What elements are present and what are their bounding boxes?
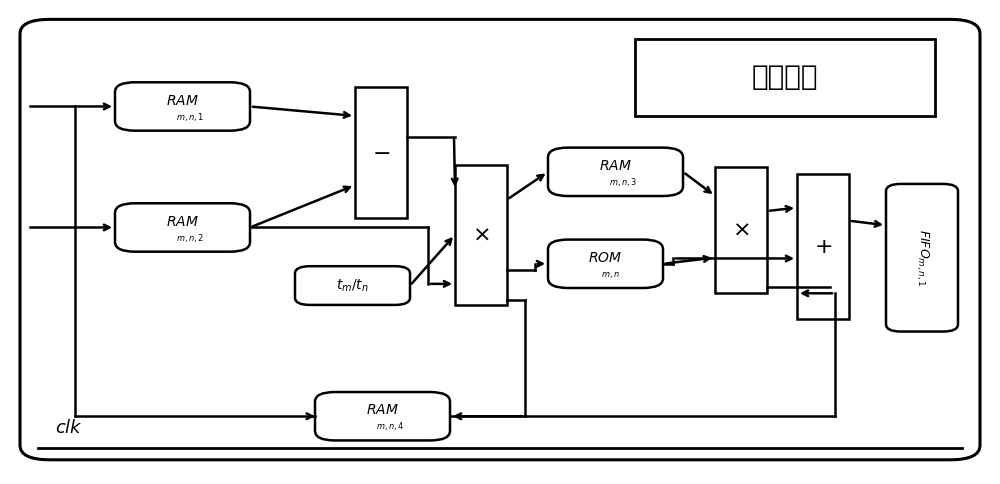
FancyBboxPatch shape <box>20 19 980 460</box>
Text: $-$: $-$ <box>372 142 390 163</box>
Text: $\mathit{clk}$: $\mathit{clk}$ <box>55 419 83 438</box>
Bar <box>455 165 507 305</box>
Text: $\mathit{RAM}$: $\mathit{RAM}$ <box>366 404 399 417</box>
Text: $_{m,n,3}$: $_{m,n,3}$ <box>609 176 638 189</box>
FancyBboxPatch shape <box>315 392 450 440</box>
Text: $\mathit{RAM}$: $\mathit{RAM}$ <box>166 215 199 228</box>
FancyBboxPatch shape <box>548 148 683 196</box>
Text: $t_{m}/t_{n}$: $t_{m}/t_{n}$ <box>336 277 369 294</box>
Text: $\mathit{FIFO}_{m,n,1}$: $\mathit{FIFO}_{m,n,1}$ <box>914 229 930 287</box>
Bar <box>355 87 407 218</box>
FancyBboxPatch shape <box>115 203 250 252</box>
Text: $\times$: $\times$ <box>732 220 750 240</box>
Text: $_{m,n,1}$: $_{m,n,1}$ <box>176 111 205 123</box>
Text: $_{m,n}$: $_{m,n}$ <box>601 268 620 281</box>
FancyBboxPatch shape <box>548 240 663 288</box>
Bar <box>715 167 767 293</box>
Bar <box>635 39 935 116</box>
Text: $\mathit{RAM}$: $\mathit{RAM}$ <box>599 159 632 173</box>
Text: 插值单元: 插值单元 <box>752 63 818 91</box>
Text: $\mathit{ROM}$: $\mathit{ROM}$ <box>588 251 623 265</box>
FancyBboxPatch shape <box>115 82 250 131</box>
Text: $\mathit{RAM}$: $\mathit{RAM}$ <box>166 94 199 107</box>
Bar <box>797 174 849 319</box>
FancyBboxPatch shape <box>886 184 958 332</box>
Text: $\times$: $\times$ <box>472 225 490 245</box>
Text: $_{m,n,2}$: $_{m,n,2}$ <box>176 232 205 244</box>
FancyBboxPatch shape <box>295 266 410 305</box>
Text: $_{m,n,4}$: $_{m,n,4}$ <box>376 421 405 433</box>
Text: $+$: $+$ <box>814 237 832 257</box>
